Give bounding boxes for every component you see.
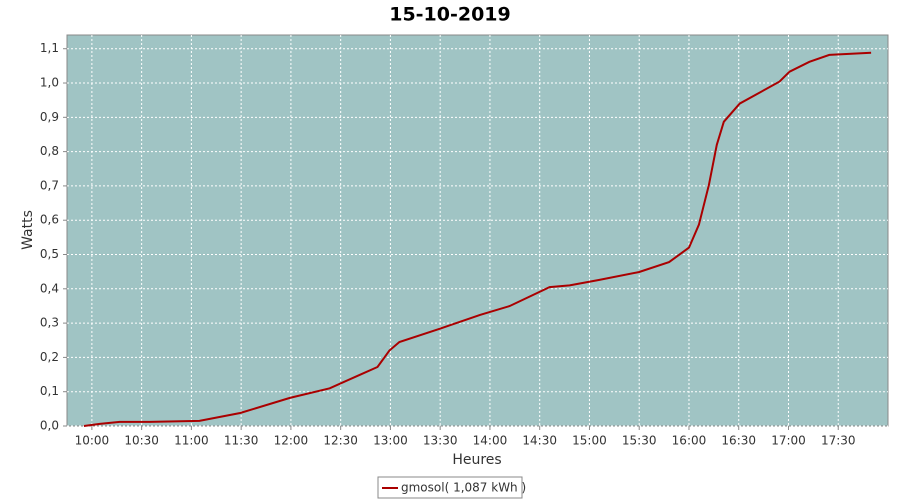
x-tick-label: 15:00 <box>572 434 607 448</box>
x-tick-label: 10:00 <box>75 434 110 448</box>
x-tick-label: 14:30 <box>522 434 557 448</box>
x-tick-label: 12:00 <box>274 434 309 448</box>
x-tick-label: 11:00 <box>174 434 209 448</box>
y-tick-label: 0,5 <box>40 247 59 261</box>
y-tick-label: 0,3 <box>40 316 59 330</box>
x-tick-label: 17:30 <box>821 434 856 448</box>
y-tick-label: 0,0 <box>40 419 59 433</box>
x-tick-label: 15:30 <box>622 434 657 448</box>
y-tick-label: 0,8 <box>40 144 59 158</box>
data-line <box>83 51 872 427</box>
x-axis-label: Heures <box>452 452 501 468</box>
x-tick-label: 13:30 <box>423 434 458 448</box>
x-tick-label: 14:00 <box>473 434 508 448</box>
y-tick-label: 0,1 <box>40 384 59 398</box>
plot-area <box>66 34 889 427</box>
x-tick-label: 10:30 <box>124 434 159 448</box>
x-tick-label: 11:30 <box>224 434 259 448</box>
y-tick-label: 0,6 <box>40 213 59 227</box>
y-tick-label: 0,2 <box>40 350 59 364</box>
x-tick-label: 16:00 <box>672 434 707 448</box>
legend-label: gmosol( 1,087 kWh ) <box>401 481 526 495</box>
y-tick-label: 0,9 <box>40 110 59 124</box>
legend-box <box>377 476 523 499</box>
y-tick-label: 1,0 <box>40 76 59 90</box>
y-tick-label: 0,7 <box>40 178 59 192</box>
y-tick-label: 1,1 <box>40 41 59 55</box>
x-tick-label: 16:30 <box>721 434 756 448</box>
chart-title: 15-10-2019 <box>389 4 511 26</box>
y-axis-label: Watts <box>20 210 36 250</box>
x-tick-label: 13:00 <box>373 434 408 448</box>
x-tick-label: 12:30 <box>323 434 358 448</box>
y-tick-label: 0,4 <box>40 281 59 295</box>
x-tick-label: 17:00 <box>771 434 806 448</box>
